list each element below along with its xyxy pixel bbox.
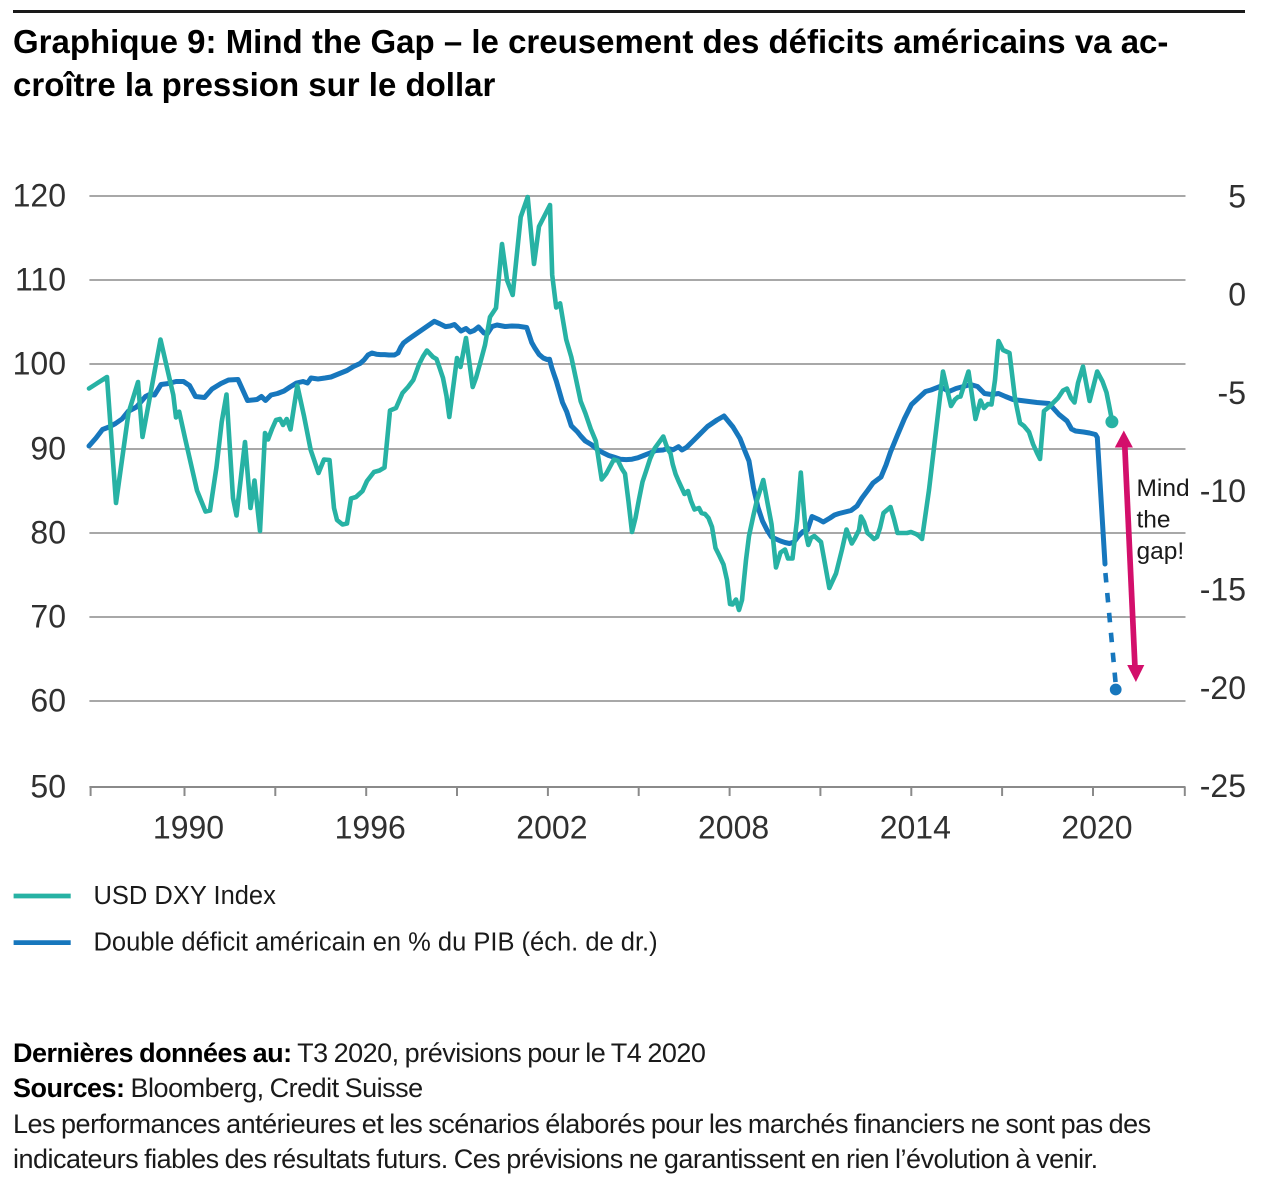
svg-text:70: 70 — [30, 599, 66, 635]
svg-text:50: 50 — [30, 769, 66, 805]
svg-text:Double déficit américain en %: Double déficit américain en % du PIB (éc… — [94, 929, 658, 957]
svg-text:USD DXY Index: USD DXY Index — [94, 882, 277, 910]
svg-text:-25: -25 — [1200, 768, 1246, 804]
svg-text:1996: 1996 — [335, 810, 406, 846]
svg-text:1990: 1990 — [153, 810, 224, 846]
svg-text:5: 5 — [1228, 178, 1246, 214]
svg-text:-5: -5 — [1218, 375, 1246, 411]
svg-text:110: 110 — [15, 262, 66, 298]
svg-text:90: 90 — [30, 431, 66, 467]
svg-text:0: 0 — [1228, 277, 1246, 313]
svg-text:80: 80 — [30, 515, 66, 551]
svg-text:-20: -20 — [1200, 670, 1246, 706]
svg-text:2002: 2002 — [516, 810, 587, 846]
svg-text:60: 60 — [30, 683, 66, 719]
svg-text:-15: -15 — [1200, 572, 1246, 608]
svg-text:Mind: Mind — [1137, 475, 1190, 502]
svg-text:2020: 2020 — [1061, 810, 1132, 846]
svg-text:100: 100 — [13, 346, 66, 382]
svg-text:2014: 2014 — [880, 810, 951, 846]
svg-text:120: 120 — [13, 178, 66, 214]
svg-text:the: the — [1137, 507, 1171, 534]
svg-text:gap!: gap! — [1137, 538, 1185, 565]
svg-text:-10: -10 — [1200, 473, 1246, 509]
svg-text:2008: 2008 — [698, 810, 769, 846]
